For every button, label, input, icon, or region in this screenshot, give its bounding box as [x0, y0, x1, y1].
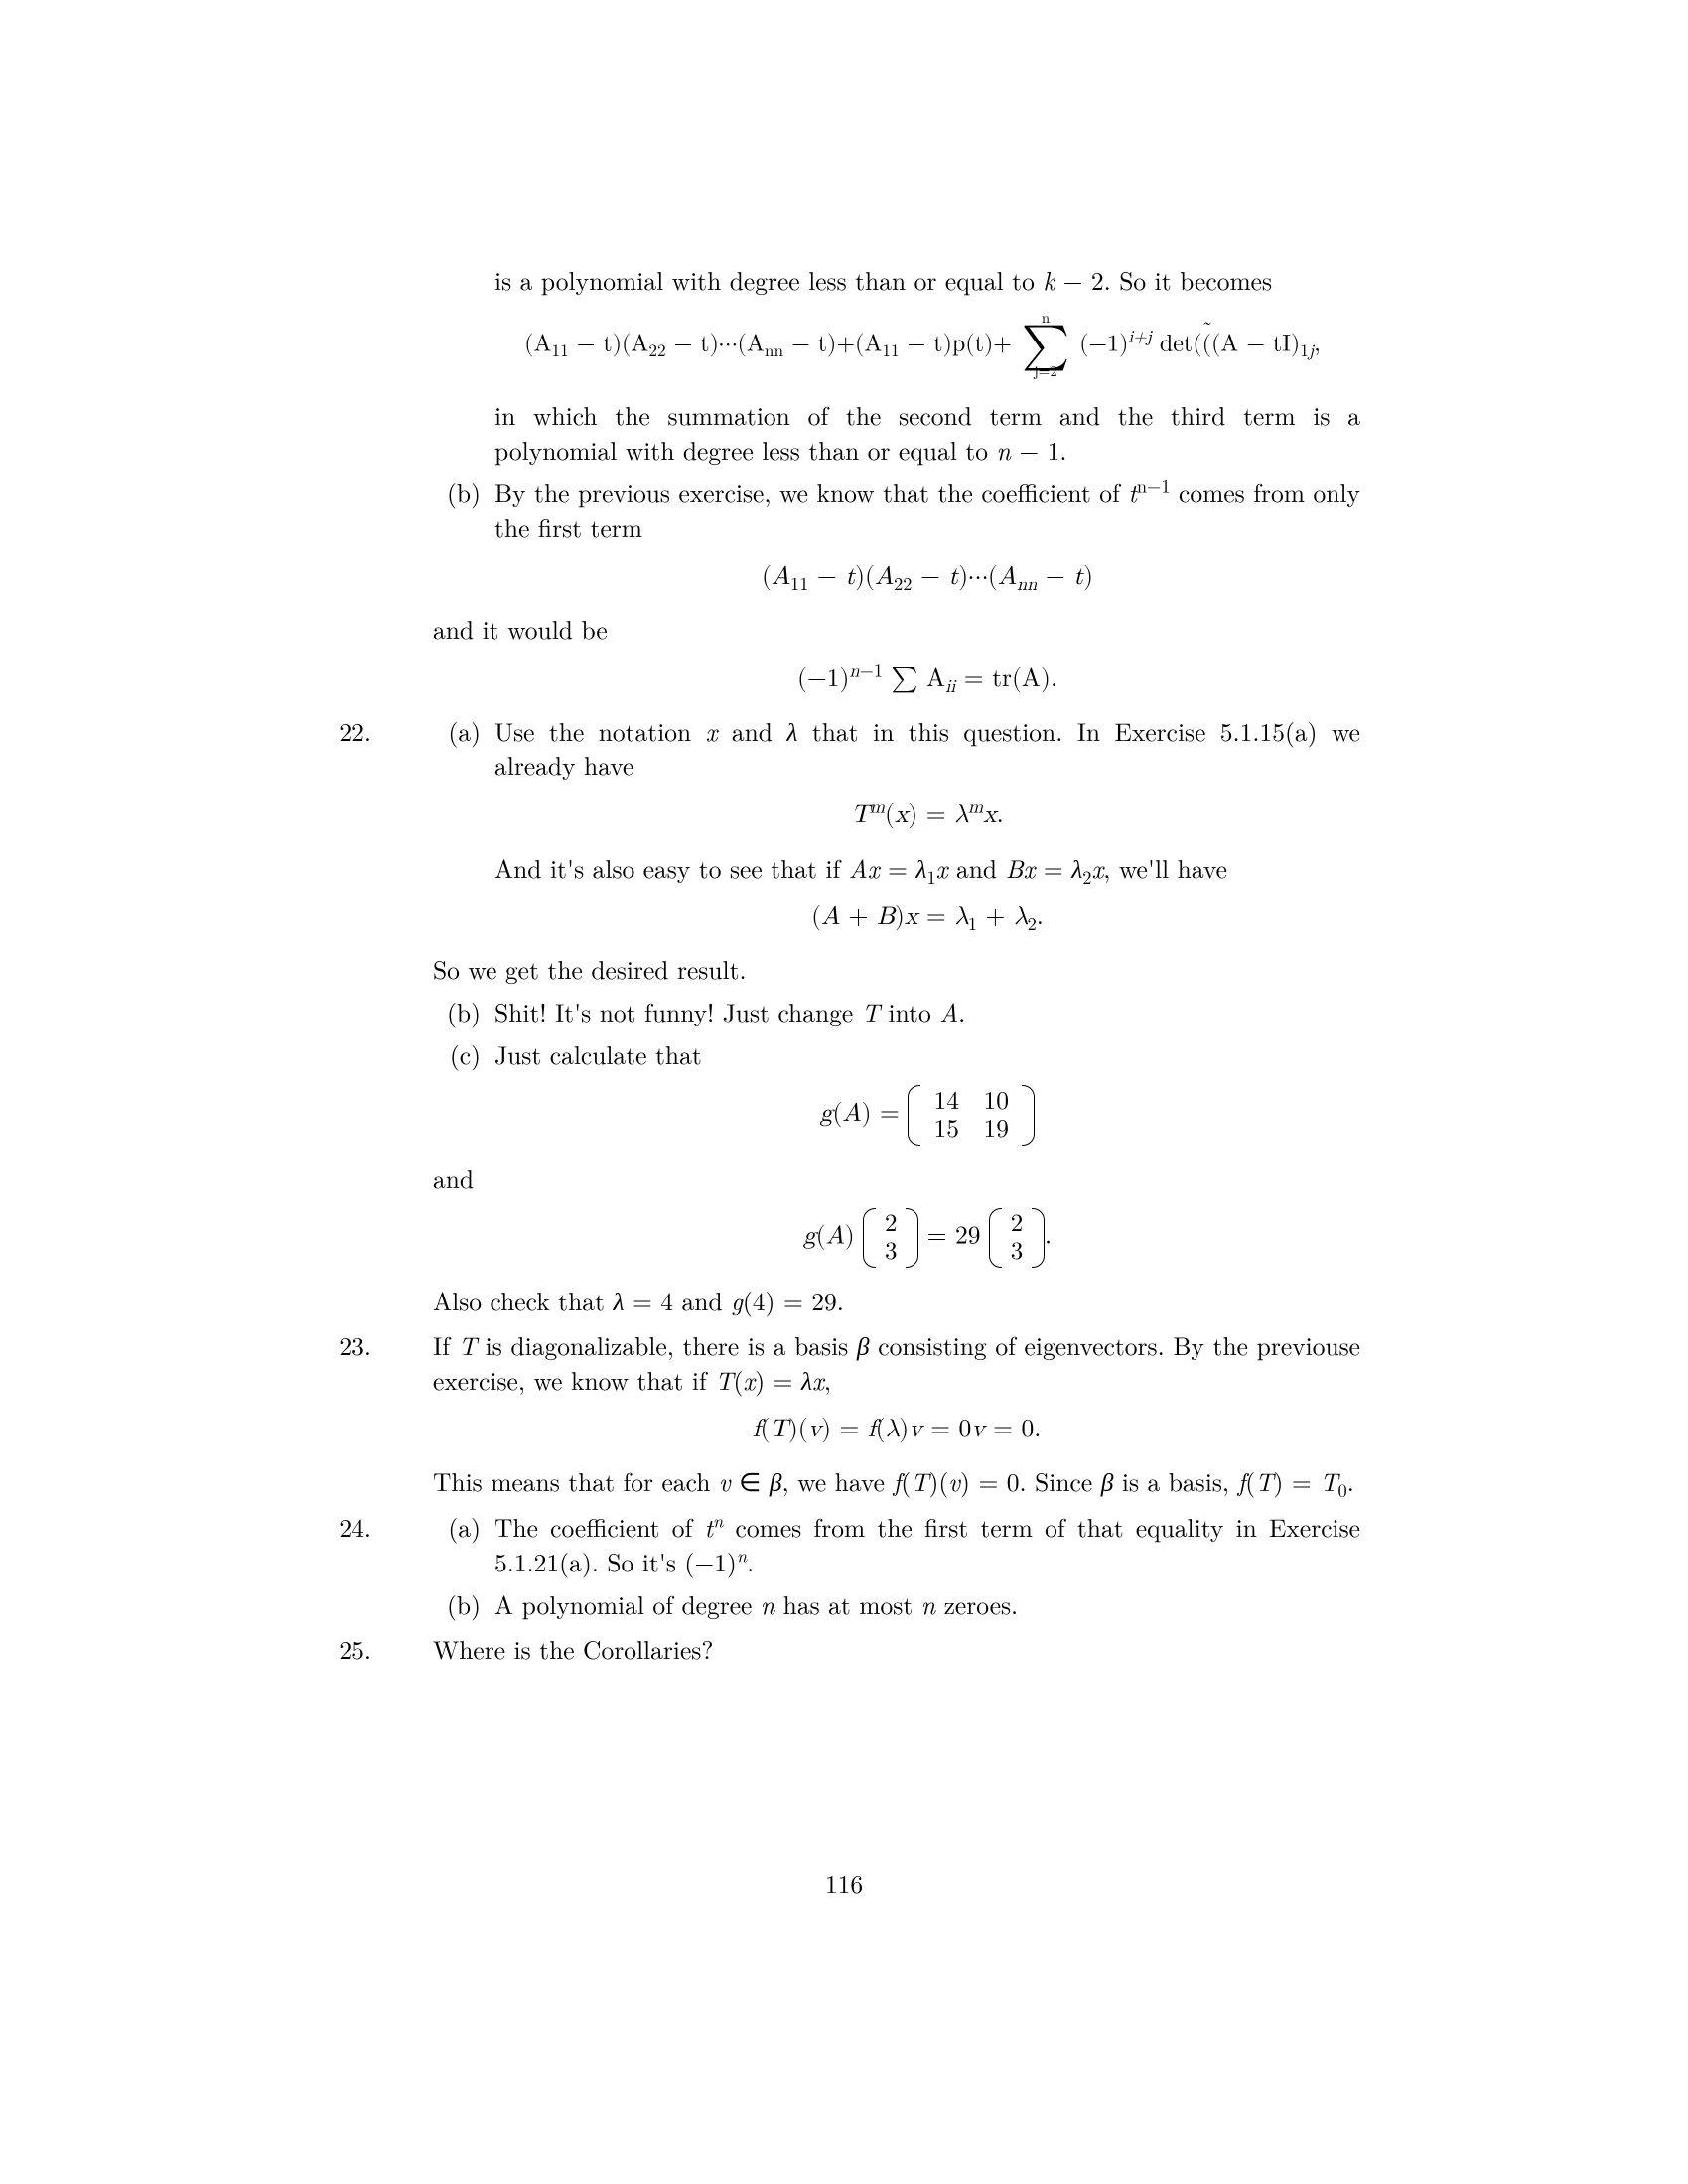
and-22c: and — [433, 1161, 1360, 1196]
part-label-b: (b) — [433, 476, 481, 510]
text-24b: A polynomial of degree n has at most n z… — [494, 1587, 1360, 1622]
page-number: 116 — [0, 1866, 1688, 1901]
problem-22b: (b) Shit! It's not funny! Just change T … — [433, 995, 1360, 1029]
problem-number-22: 22. — [328, 714, 371, 749]
part-label-24a: (a) — [433, 1510, 481, 1545]
problem-21a-cont: is a polynomial with degree less than or… — [433, 263, 1360, 468]
equation-21a: (A11 − t)(A22 − t)⋯(Ann − t)+(A11 − t)p(… — [485, 312, 1360, 380]
after-eq-21a: in which the summation of the second ter… — [494, 398, 1360, 468]
vector-23-right: 2 3 — [989, 1210, 1045, 1266]
problem-21b: (b) By the previous exercise, we know th… — [433, 476, 1360, 696]
equation-22c-1: g(A) = 1410 1519 — [494, 1087, 1360, 1144]
text-23-1: If T is diagonalizable, there is a basis… — [433, 1328, 1360, 1398]
problem-number-23: 23. — [328, 1328, 371, 1363]
problem-23: 23. If T is diagonalizable, there is a b… — [328, 1328, 1360, 1500]
text-25: Where is the Corollaries? — [433, 1632, 1360, 1667]
equation-21b-1: (A11 − t)(A22 − t)⋯(Ann − t) — [494, 559, 1360, 594]
part-label-22c: (c) — [433, 1037, 481, 1072]
equation-22a-1: Tm(x) = λmx. — [494, 797, 1360, 832]
problem-24a: (a) The coefficient of tn comes from the… — [433, 1510, 1360, 1579]
equation-22c-2: g(A) 2 3 = 29 2 3 . — [494, 1210, 1360, 1266]
text-22b: Shit! It's not funny! Just change T into… — [494, 995, 1360, 1029]
part-label-24b: (b) — [433, 1587, 481, 1622]
page-root: is a polynomial with degree less than or… — [0, 0, 1688, 2184]
problem-22: 22. (a) Use the notation x and λ that in… — [328, 714, 1360, 1318]
problem-number-25: 25. — [328, 1632, 371, 1667]
text-21b: By the previous exercise, we know that t… — [494, 476, 1360, 545]
content-column: is a polynomial with degree less than or… — [328, 263, 1360, 1667]
part-label-22a: (a) — [433, 714, 481, 749]
sum-icon: n ∑ j=2 — [1022, 312, 1069, 380]
text-22c-1: Just calculate that — [494, 1037, 1360, 1072]
text-22a-3: So we get the desired result. — [433, 952, 1360, 987]
equation-21b-2: (−1)n−1 ∑ Aii = tr(A). — [494, 661, 1360, 696]
vector-23-left: 2 3 — [863, 1210, 918, 1266]
problem-24: 24. (a) The coefficient of tn comes from… — [328, 1510, 1360, 1623]
lead-in-text: is a polynomial with degree less than or… — [494, 263, 1360, 298]
problem-21-cont: is a polynomial with degree less than or… — [328, 263, 1360, 696]
text-22a-2: And it's also easy to see that if Ax = λ… — [494, 851, 1360, 886]
problem-22a: (a) Use the notation x and λ that in thi… — [433, 714, 1360, 987]
equation-23: f(T)(v) = f(λ)v = 0v = 0. — [433, 1412, 1360, 1446]
equation-22a-2: (A + B)x = λ1 + λ2. — [494, 899, 1360, 934]
text-24a: The coefficient of tn comes from the fir… — [494, 1510, 1360, 1579]
and-21b: and it would be — [433, 613, 1360, 647]
text-22c-check: Also check that λ = 4 and g(4) = 29. — [433, 1284, 1360, 1318]
matrix-gA: 1410 1519 — [908, 1087, 1035, 1144]
problem-number-24: 24. — [328, 1510, 371, 1545]
text-23-2: This means that for each v ∈ β, we have … — [433, 1464, 1360, 1499]
text-22a-1: Use the notation x and λ that in this qu… — [494, 714, 1360, 783]
problem-24b: (b) A polynomial of degree n has at most… — [433, 1587, 1360, 1622]
problem-25: 25. Where is the Corollaries? — [328, 1632, 1360, 1667]
problem-list: is a polynomial with degree less than or… — [328, 263, 1360, 1667]
problem-22c: (c) Just calculate that g(A) = 1410 1519… — [433, 1037, 1360, 1318]
part-label-22b: (b) — [433, 995, 481, 1029]
